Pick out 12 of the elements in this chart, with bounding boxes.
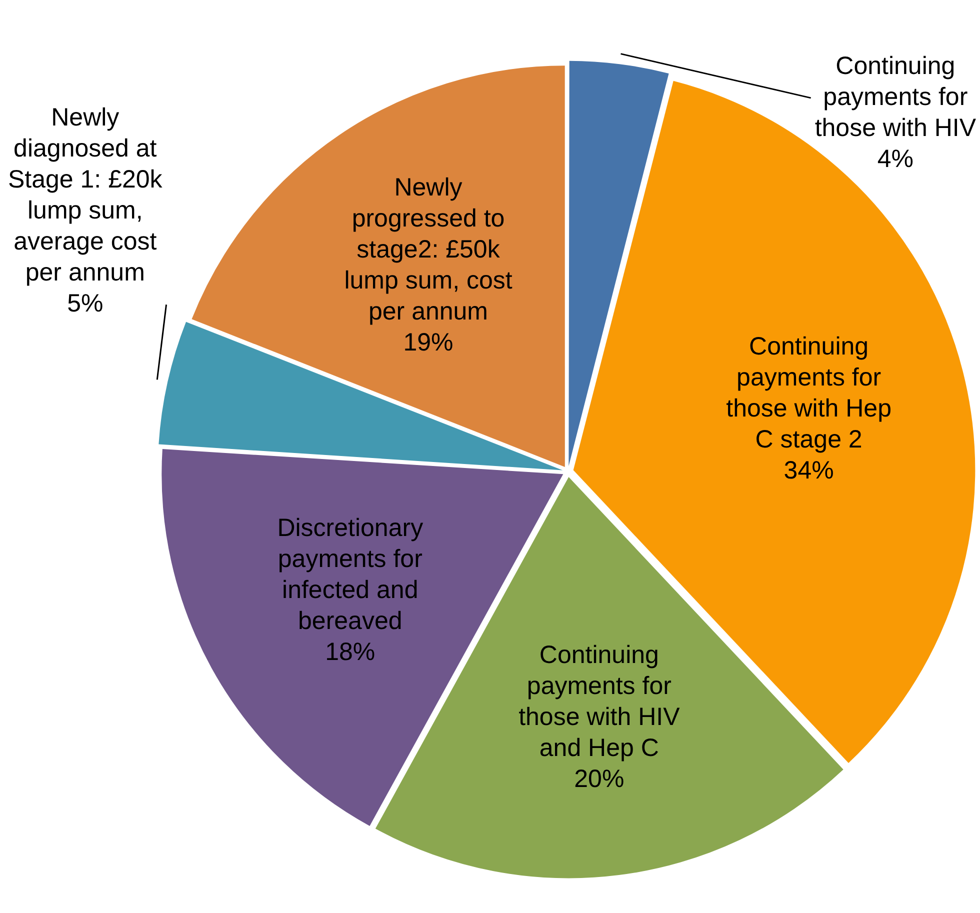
slice-label: Newly progressed to stage2: £50k lump sum, cost per annum [344, 173, 512, 326]
data-label: 19% [403, 328, 454, 356]
data-label: 4% [877, 144, 914, 173]
slice-label: Discretionary payments for infected and bereaved [277, 514, 424, 636]
slice-label: Newly diagnosed at Stage 1: £20k lump sum, average cost per annum [8, 104, 163, 287]
slice-label: Continuing payments for those with Hep C stage 2 [726, 332, 892, 454]
data-label: 18% [325, 638, 376, 666]
data-label: 5% [67, 290, 104, 318]
data-label: 34% [784, 456, 834, 485]
slice-label: Continuing payments for those with HIV [814, 52, 976, 142]
slice-label: Continuing payments for those with HIV and Hep C [518, 641, 680, 762]
data-label: 20% [574, 765, 624, 794]
